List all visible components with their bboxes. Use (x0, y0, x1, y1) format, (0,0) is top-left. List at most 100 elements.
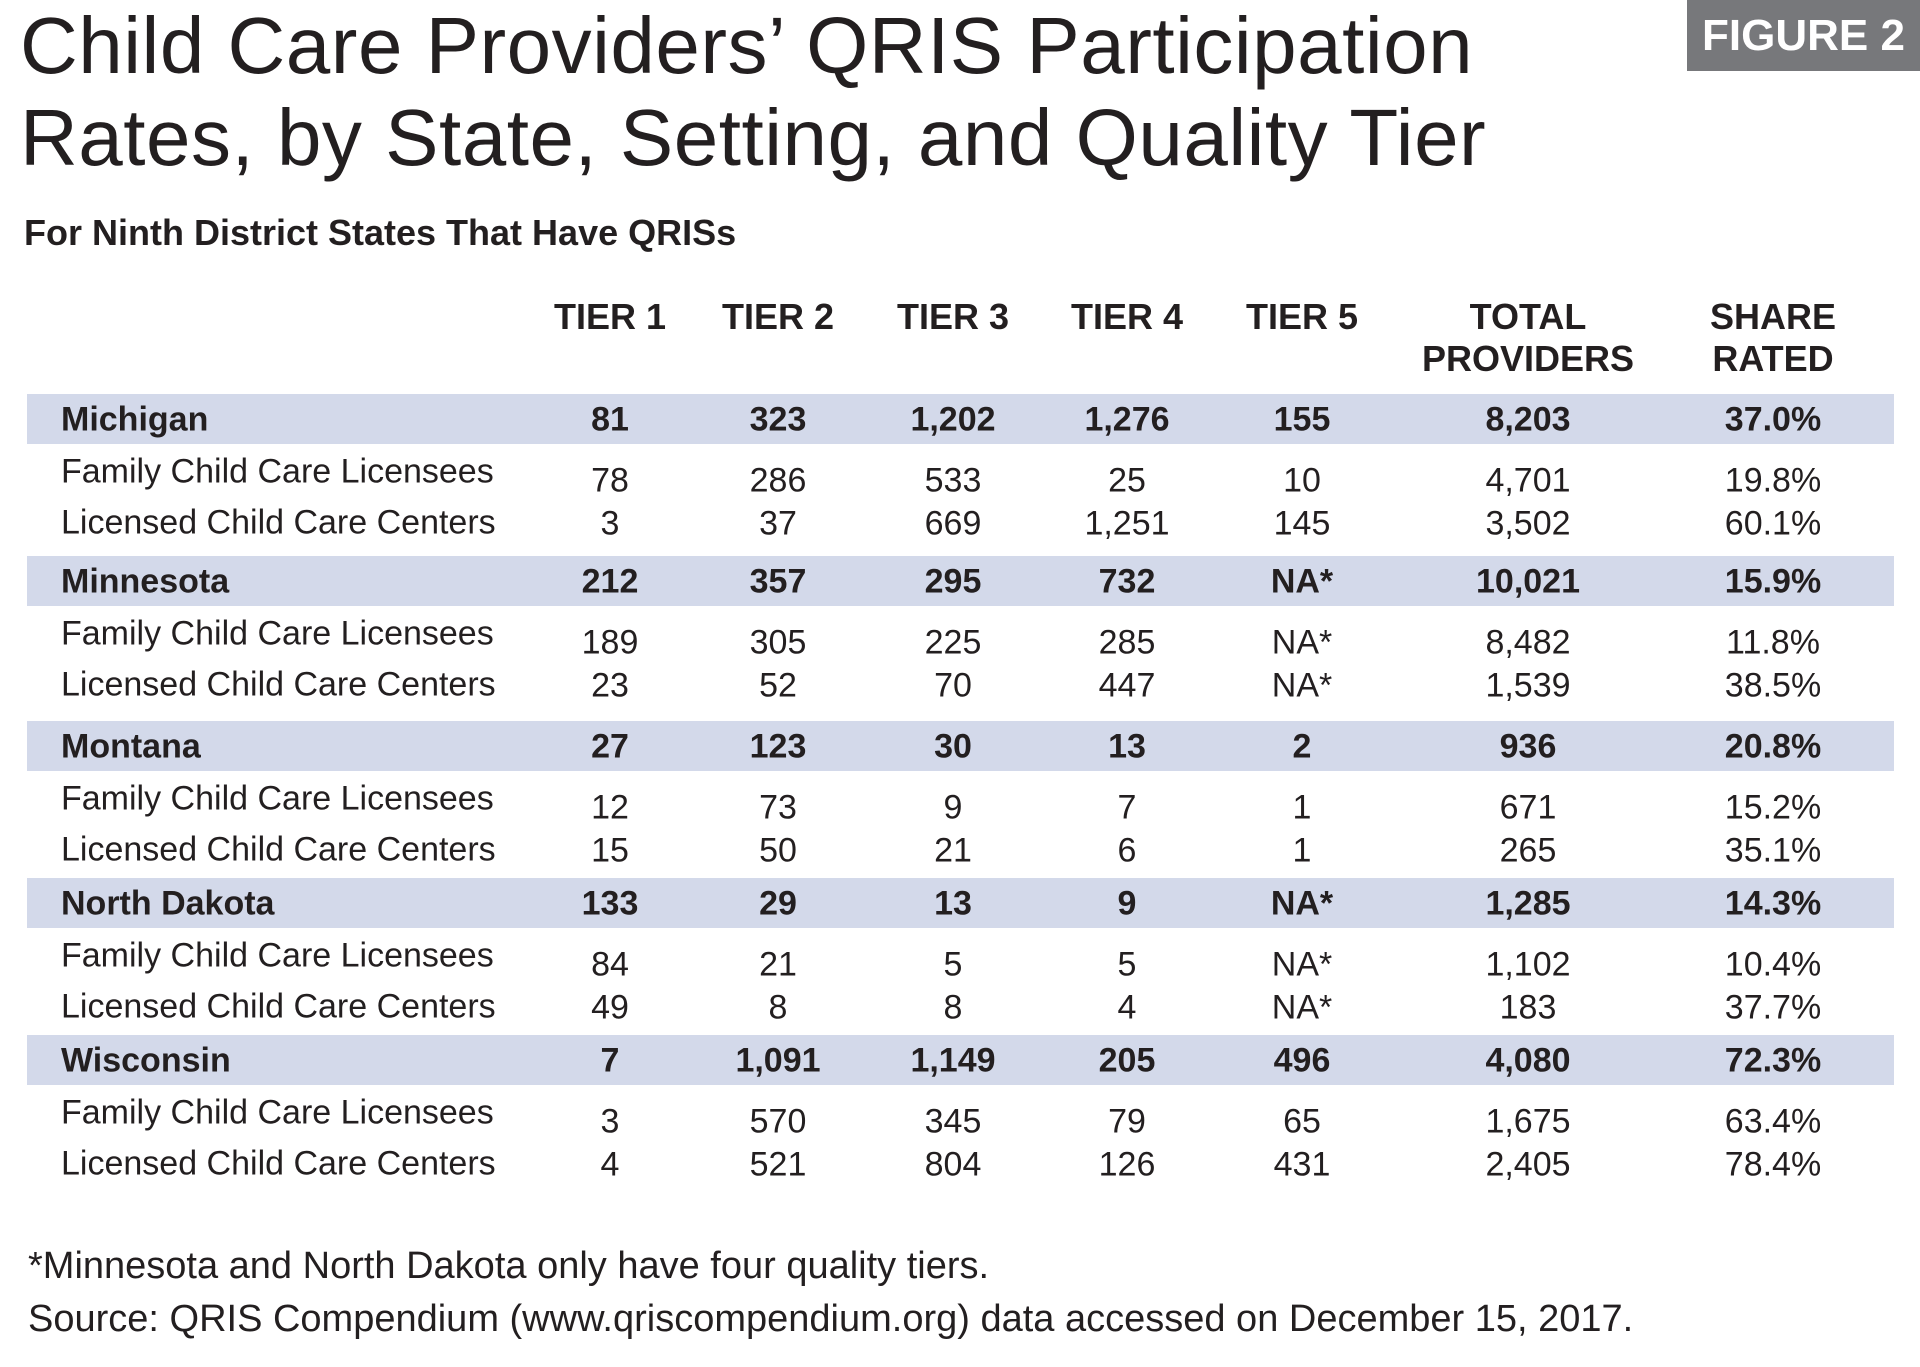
state-total-cell: NA* (1270, 884, 1334, 923)
state-row-band (27, 878, 1894, 928)
column-header-line: RATED (1712, 338, 1834, 379)
setting-cell: 37.7% (1724, 988, 1822, 1027)
setting-cell: 1 (1292, 788, 1312, 827)
state-name: Minnesota (61, 562, 230, 601)
subtitle: For Ninth District States That Have QRIS… (24, 212, 737, 253)
setting-cell: 285 (1098, 623, 1156, 662)
setting-cell: 38.5% (1724, 666, 1822, 705)
state-total-cell: 323 (749, 400, 807, 439)
setting-cell: 126 (1098, 1145, 1156, 1184)
state-total-cell: 37.0% (1724, 400, 1822, 439)
setting-cell: 4 (1117, 988, 1137, 1027)
column-header: TIER 4 (1071, 296, 1183, 338)
state-total-cell: 27 (591, 727, 629, 766)
setting-cell: 78.4% (1724, 1145, 1822, 1184)
setting-cell: 63.4% (1724, 1102, 1822, 1141)
state-total-cell: 4,080 (1485, 1041, 1571, 1080)
state-name: Michigan (61, 400, 209, 439)
setting-cell: 78 (591, 461, 629, 500)
setting-cell: 3 (600, 504, 620, 543)
state-total-cell: 81 (591, 400, 629, 439)
column-header: TIER 2 (722, 296, 834, 338)
setting-cell: 8 (943, 988, 963, 1027)
state-name: North Dakota (61, 884, 275, 923)
setting-cell: 5 (1117, 945, 1137, 984)
setting-cell: 15 (591, 831, 629, 870)
setting-cell: 345 (924, 1102, 982, 1141)
title-line-1: Child Care Providers’ QRIS Participation (20, 1, 1474, 90)
setting-cell: 65 (1283, 1102, 1321, 1141)
setting-cell: 183 (1499, 988, 1557, 1027)
setting-cell: 70 (934, 666, 972, 705)
state-total-cell: 20.8% (1724, 727, 1822, 766)
column-header: SHARE RATED (1710, 296, 1836, 380)
setting-cell: 10 (1283, 461, 1321, 500)
column-header-line: TIER 1 (553, 296, 667, 337)
setting-cell: 79 (1108, 1102, 1146, 1141)
setting-label: Family Child Care Licensees (61, 614, 494, 653)
setting-cell: 189 (581, 623, 639, 662)
setting-cell: 49 (591, 988, 629, 1027)
state-total-cell: 133 (581, 884, 639, 923)
setting-cell: 447 (1098, 666, 1156, 705)
setting-cell: NA* (1271, 666, 1333, 705)
figure-label: FIGURE 2 (1687, 0, 1920, 71)
setting-cell: 671 (1499, 788, 1557, 827)
column-header-line: TIER 3 (896, 296, 1010, 337)
setting-cell: NA* (1271, 623, 1333, 662)
setting-cell: 3,502 (1485, 504, 1571, 543)
setting-cell: NA* (1271, 988, 1333, 1027)
state-row-band (27, 1035, 1894, 1085)
setting-cell: 669 (924, 504, 982, 543)
setting-cell: 7 (1117, 788, 1137, 827)
state-total-cell: 123 (749, 727, 807, 766)
column-header-line: TIER 5 (1245, 296, 1359, 337)
title-line-2: Rates, by State, Setting, and Quality Ti… (20, 93, 1487, 182)
setting-label: Licensed Child Care Centers (61, 830, 496, 869)
state-total-cell: 1,149 (910, 1041, 996, 1080)
state-total-cell: 936 (1499, 727, 1557, 766)
state-name: Wisconsin (61, 1041, 231, 1080)
setting-cell: 5 (943, 945, 963, 984)
state-total-cell: 205 (1098, 1041, 1156, 1080)
setting-cell: 8,482 (1485, 623, 1571, 662)
state-row-band (27, 556, 1894, 606)
setting-cell: 6 (1117, 831, 1137, 870)
setting-cell: 521 (749, 1145, 807, 1184)
state-name: Montana (61, 727, 201, 766)
setting-cell: 60.1% (1724, 504, 1822, 543)
setting-cell: 84 (591, 945, 629, 984)
setting-cell: 1,675 (1485, 1102, 1571, 1141)
state-total-cell: 496 (1273, 1041, 1331, 1080)
setting-cell: 533 (924, 461, 982, 500)
column-header: TIER 5 (1246, 296, 1358, 338)
source-note: Source: QRIS Compendium (www.qriscompend… (28, 1298, 1634, 1340)
state-total-cell: 10,021 (1476, 562, 1580, 601)
state-row-band (27, 394, 1894, 444)
setting-cell: 9 (943, 788, 963, 827)
setting-label: Licensed Child Care Centers (61, 1144, 496, 1183)
column-header: TOTAL PROVIDERS (1422, 296, 1634, 380)
setting-cell: 570 (749, 1102, 807, 1141)
state-total-cell: 13 (1108, 727, 1146, 766)
state-total-cell: 30 (934, 727, 972, 766)
setting-cell: 25 (1108, 461, 1146, 500)
column-header-line: SHARE (1709, 296, 1837, 337)
footnote: *Minnesota and North Dakota only have fo… (28, 1245, 990, 1287)
setting-cell: 804 (924, 1145, 982, 1184)
setting-cell: 3 (600, 1102, 620, 1141)
setting-cell: 11.8% (1726, 623, 1820, 662)
setting-cell: 286 (749, 461, 807, 500)
setting-label: Licensed Child Care Centers (61, 665, 496, 704)
column-header: TIER 3 (897, 296, 1009, 338)
setting-label: Family Child Care Licensees (61, 936, 494, 975)
state-total-cell: 1,285 (1485, 884, 1571, 923)
setting-cell: 305 (749, 623, 807, 662)
setting-label: Licensed Child Care Centers (61, 987, 496, 1026)
state-total-cell: 13 (934, 884, 972, 923)
setting-cell: 431 (1273, 1145, 1331, 1184)
state-total-cell: 732 (1098, 562, 1156, 601)
state-total-cell: 295 (924, 562, 982, 601)
setting-cell: 10.4% (1724, 945, 1822, 984)
setting-cell: 21 (934, 831, 972, 870)
